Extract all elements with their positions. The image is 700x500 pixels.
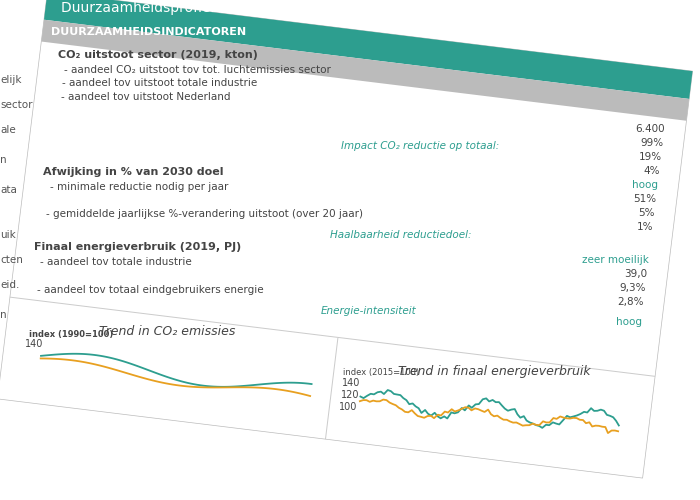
- Text: Finaal energieverbruik (2019, PJ): Finaal energieverbruik (2019, PJ): [34, 242, 242, 252]
- Text: 1%: 1%: [637, 222, 653, 232]
- Bar: [325, 338, 338, 439]
- Text: Trend in finaal energieverbruik: Trend in finaal energieverbruik: [398, 364, 591, 378]
- Text: elijk: elijk: [0, 75, 22, 85]
- Text: Afwijking in % van 2030 doel: Afwijking in % van 2030 doel: [43, 167, 224, 177]
- Text: 51%: 51%: [634, 194, 657, 203]
- Text: 140: 140: [342, 378, 360, 388]
- Text: Trend in CO₂ emissies: Trend in CO₂ emissies: [99, 324, 235, 338]
- Text: ata: ata: [0, 185, 17, 195]
- Text: 99%: 99%: [640, 138, 664, 148]
- Text: CO₂ uitstoot sector (2019, kton): CO₂ uitstoot sector (2019, kton): [58, 50, 258, 59]
- Text: 2,8%: 2,8%: [617, 297, 644, 307]
- Bar: [0, 0, 692, 478]
- Text: zeer moeilijk: zeer moeilijk: [582, 256, 649, 266]
- Text: uik: uik: [0, 230, 15, 240]
- Text: - aandeel CO₂ uitstoot tov tot. luchtemissies sector: - aandeel CO₂ uitstoot tov tot. luchtemi…: [64, 64, 331, 74]
- Text: ale: ale: [0, 125, 15, 135]
- Bar: [10, 296, 655, 377]
- Text: - aandeel tov uitstoot Nederland: - aandeel tov uitstoot Nederland: [61, 92, 230, 102]
- Text: Duurzaamheidsprofiel van de staalindustrie: Duurzaamheidsprofiel van de staalindustr…: [61, 0, 365, 14]
- Text: 100: 100: [339, 402, 358, 411]
- Text: Energie-intensiteit: Energie-intensiteit: [321, 306, 416, 316]
- Text: 19%: 19%: [638, 152, 662, 162]
- Text: 120: 120: [340, 390, 359, 400]
- Text: cten: cten: [0, 255, 23, 265]
- Text: - minimale reductie nodig per jaar: - minimale reductie nodig per jaar: [50, 182, 228, 192]
- Bar: [41, 20, 689, 121]
- Text: n: n: [0, 310, 6, 320]
- Text: - aandeel tov uitstoot totale industrie: - aandeel tov uitstoot totale industrie: [62, 78, 258, 88]
- Text: sector: sector: [0, 100, 32, 110]
- Text: - aandeel tov totaal eindgebruikers energie: - aandeel tov totaal eindgebruikers ener…: [37, 285, 264, 295]
- Text: Haalbaarheid reductiedoel:: Haalbaarheid reductiedoel:: [330, 230, 471, 240]
- Text: hoog: hoog: [615, 317, 642, 327]
- Text: 5%: 5%: [638, 208, 655, 218]
- Text: n: n: [0, 155, 6, 165]
- Bar: [44, 0, 692, 99]
- Text: 140: 140: [25, 339, 43, 349]
- Text: index (2015=100): index (2015=100): [343, 368, 419, 378]
- Text: 6.400: 6.400: [636, 124, 665, 134]
- Text: 4%: 4%: [644, 166, 660, 176]
- Text: eid.: eid.: [0, 280, 20, 290]
- Text: - aandeel tov totale industrie: - aandeel tov totale industrie: [41, 257, 192, 267]
- Text: hoog: hoog: [633, 180, 659, 190]
- Text: index (1990=100): index (1990=100): [29, 330, 113, 338]
- Text: 9,3%: 9,3%: [620, 283, 646, 293]
- Text: 39,0: 39,0: [624, 269, 648, 279]
- Text: DUURZAAMHEIDSINDICATOREN: DUURZAAMHEIDSINDICATOREN: [50, 26, 246, 36]
- Text: Impact CO₂ reductie op totaal:: Impact CO₂ reductie op totaal:: [341, 141, 499, 151]
- Text: - gemiddelde jaarlijkse %-verandering uitstoot (over 20 jaar): - gemiddelde jaarlijkse %-verandering ui…: [46, 210, 363, 220]
